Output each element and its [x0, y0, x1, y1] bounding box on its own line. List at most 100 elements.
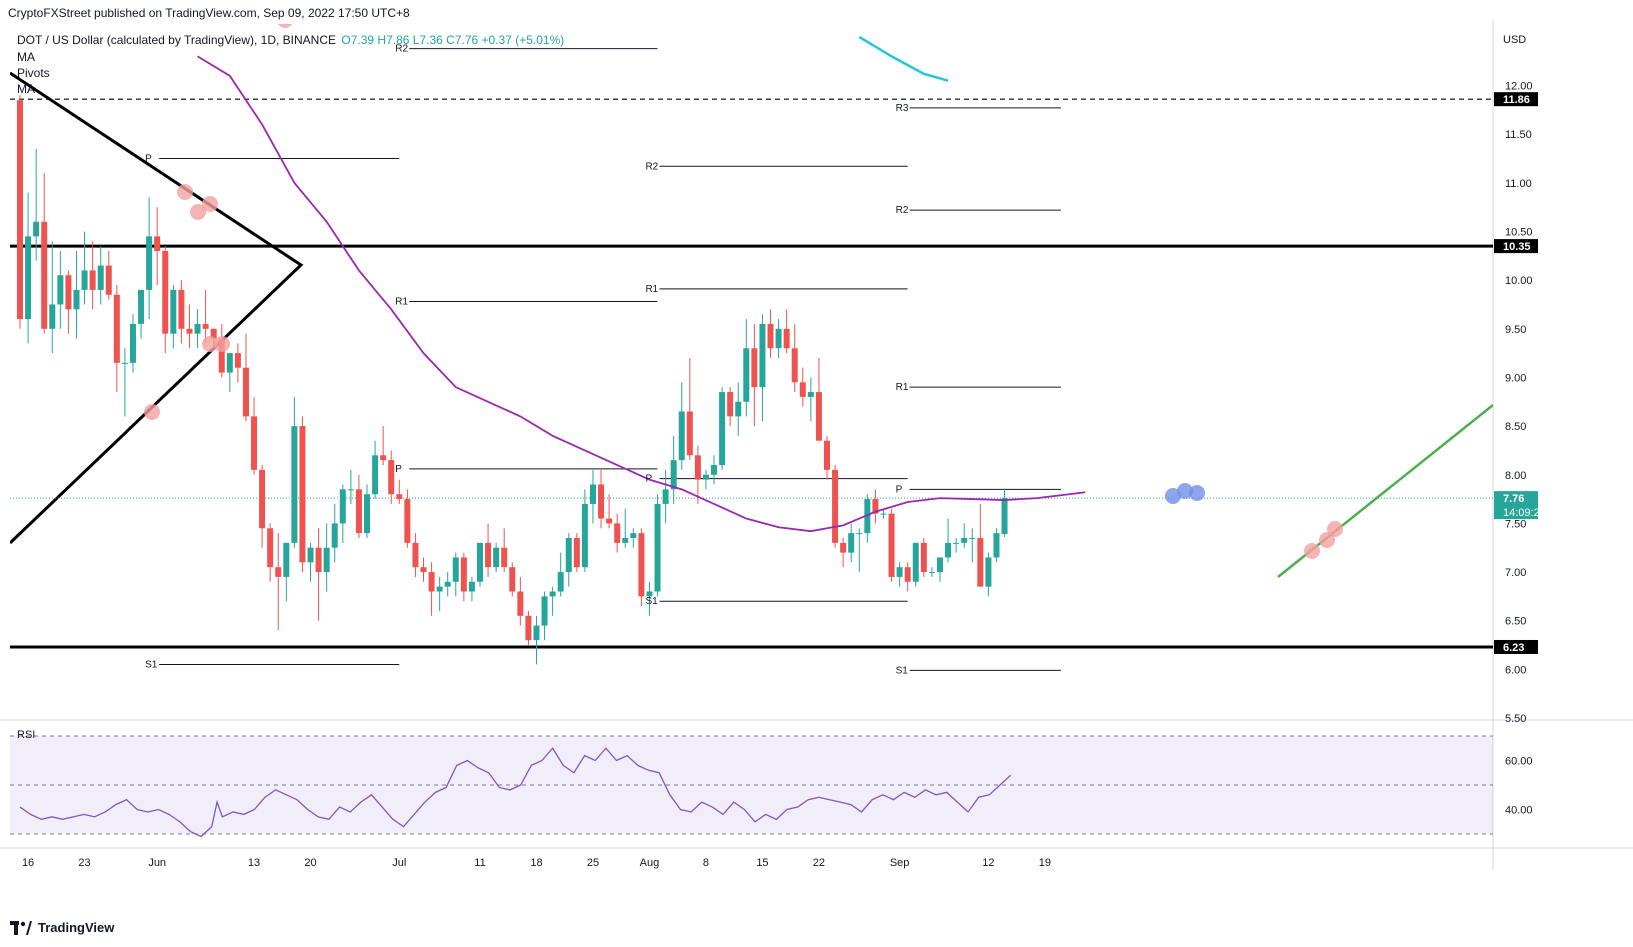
candle-body — [372, 455, 379, 495]
annotation-marker-red — [190, 204, 206, 220]
candle-body — [581, 503, 588, 568]
candle-body — [1001, 498, 1008, 535]
price-pane — [10, 24, 1493, 671]
y-axis-unit-label: USD — [1503, 34, 1526, 46]
candle-body — [323, 547, 330, 573]
annotation-marker-red — [1327, 521, 1343, 537]
candle — [589, 469, 596, 524]
candle-body — [234, 353, 241, 368]
candle — [638, 528, 645, 607]
candle — [428, 562, 435, 616]
candle — [105, 250, 112, 300]
candle-body — [840, 542, 847, 553]
candle — [65, 270, 72, 334]
candle — [953, 537, 960, 553]
candle — [662, 469, 669, 524]
candle-body — [557, 572, 564, 592]
candle-body — [783, 328, 790, 349]
candle — [670, 435, 677, 504]
candle-body — [162, 250, 169, 334]
candle — [912, 542, 919, 587]
candle — [509, 562, 516, 597]
candle — [945, 518, 952, 563]
candle — [81, 231, 88, 305]
y-tick-label: 9.00 — [1505, 372, 1526, 384]
rsi-line — [19, 747, 1012, 838]
candle-body — [259, 469, 266, 529]
pivot-label: R1 — [896, 382, 909, 393]
candle — [694, 445, 701, 504]
candle — [412, 533, 419, 577]
candle — [896, 562, 903, 587]
candle — [832, 465, 839, 548]
candle — [339, 484, 346, 543]
candle-body — [468, 581, 475, 592]
candle-body — [856, 533, 863, 535]
candle-body — [41, 221, 48, 329]
candle — [557, 552, 564, 597]
candle-body — [355, 489, 362, 534]
candle-body — [880, 513, 887, 515]
candle — [1001, 488, 1008, 538]
candle — [388, 450, 395, 504]
y-tick-label: 9.50 — [1505, 324, 1526, 336]
x-tick-label: 15 — [756, 857, 768, 869]
candle-body — [178, 289, 185, 329]
candle-body — [267, 528, 274, 568]
candle-body — [799, 382, 806, 397]
indicator-ma-1[interactable]: MA — [17, 50, 35, 64]
candle-body — [33, 221, 40, 237]
candle — [880, 508, 887, 519]
candle-body — [993, 533, 1000, 558]
y-tick-label: 11.50 — [1505, 129, 1532, 141]
candle — [856, 528, 863, 573]
indicator-pivots[interactable]: Pivots — [17, 66, 50, 80]
x-tick-label: 20 — [304, 857, 316, 869]
pivot-label: R1 — [645, 284, 658, 295]
candle-body — [751, 348, 758, 388]
annotation-marker-red — [1304, 543, 1320, 559]
annotation-marker-blue — [1165, 488, 1181, 504]
candle-body — [89, 270, 96, 290]
candle — [307, 542, 314, 582]
y-tick-label: 6.50 — [1505, 616, 1526, 628]
candle — [573, 533, 580, 573]
candle-body — [170, 289, 177, 334]
level-price-badge-label: 10.35 — [1503, 241, 1531, 253]
candle — [234, 343, 241, 383]
candle-body — [541, 596, 548, 626]
candle-body — [275, 567, 282, 577]
level-price-badge — [1494, 639, 1538, 654]
candle — [977, 503, 984, 587]
y-tick-label: 5.50 — [1505, 713, 1526, 725]
pivot-label: R2 — [395, 44, 408, 55]
candle — [170, 285, 177, 349]
x-tick-label: Sep — [890, 857, 910, 869]
candle — [259, 465, 266, 548]
y-tick-label: 6.00 — [1505, 664, 1526, 676]
candle — [404, 489, 411, 548]
tradingview-brand[interactable]: TradingView — [10, 920, 114, 935]
candle-body — [194, 323, 201, 334]
candle — [743, 319, 750, 417]
y-tick-label: 7.50 — [1505, 518, 1526, 530]
publisher-line: CryptoFXStreet published on TradingView.… — [8, 6, 410, 20]
candle-body — [307, 547, 314, 563]
candle-body — [97, 265, 104, 290]
candle-body — [767, 323, 774, 349]
y-tick-label: 7.00 — [1505, 567, 1526, 579]
candle-body — [299, 426, 306, 563]
candle — [936, 557, 943, 582]
rsi-y-tick-label: 40.00 — [1505, 805, 1533, 817]
y-tick-label: 10.50 — [1505, 227, 1533, 239]
candle-body — [493, 547, 500, 568]
candle — [533, 615, 540, 665]
candle-body — [654, 503, 661, 592]
x-tick-label: 16 — [22, 857, 34, 869]
candle — [678, 382, 685, 470]
candle — [355, 474, 362, 538]
candle — [291, 396, 298, 548]
y-tick-label: 8.00 — [1505, 470, 1526, 482]
x-tick-label: 25 — [587, 857, 599, 869]
